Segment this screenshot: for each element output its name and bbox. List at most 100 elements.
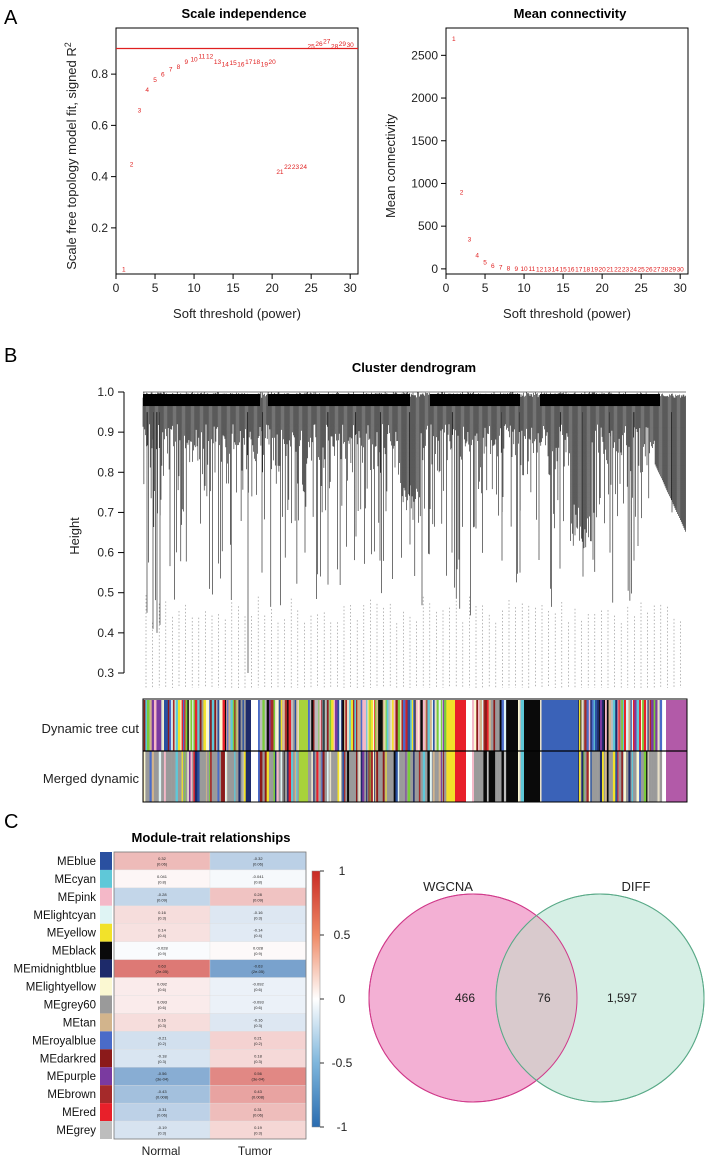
- module-color-segment: [372, 700, 375, 751]
- module-color-segment: [288, 751, 292, 802]
- module-color-segment: [497, 751, 500, 802]
- heatmap-col-tumor: Tumor: [238, 1144, 272, 1158]
- dendrogram-dense-block: [268, 394, 330, 407]
- module-color-segment: [185, 751, 188, 802]
- module-color-segment: [406, 751, 408, 802]
- cell-pvalue-tumor: (0.2): [254, 1041, 263, 1046]
- module-color-segment: [519, 751, 522, 802]
- module-color-segment: [399, 751, 401, 802]
- x-tick-label: 30: [344, 281, 358, 295]
- module-color-segment: [397, 700, 400, 751]
- power-point-label: 8: [177, 64, 181, 71]
- module-label: MElightcyan: [33, 910, 96, 922]
- module-color-segment: [599, 751, 601, 802]
- module-color-segment: [242, 700, 245, 751]
- module-color-segment: [413, 751, 415, 802]
- cell-value-normal: 0.16: [158, 1017, 167, 1022]
- module-color-segment: [333, 700, 336, 751]
- module-color-segment: [273, 751, 276, 802]
- module-color-segment: [541, 700, 579, 751]
- heatmap-color-legend: [311, 870, 321, 1128]
- module-color-segment: [308, 700, 311, 751]
- module-color-segment: [603, 751, 606, 802]
- module-color-segment: [319, 700, 322, 751]
- module-color-segment: [329, 751, 332, 802]
- module-color-segment: [298, 700, 309, 751]
- module-color-segment: [232, 751, 235, 802]
- x-tick-label: 25: [304, 281, 318, 295]
- module-color-segment: [578, 751, 581, 802]
- module-color-segment: [642, 751, 645, 802]
- module-color-segment: [227, 700, 229, 751]
- module-color-segment: [415, 700, 419, 751]
- module-color-segment: [292, 751, 296, 802]
- module-color-segment: [309, 700, 312, 751]
- module-color-segment: [438, 751, 442, 802]
- module-color-segment: [270, 700, 272, 751]
- x-tick-label: 15: [556, 281, 570, 295]
- module-label: MElightyellow: [26, 982, 97, 994]
- module-color-segment: [197, 751, 200, 802]
- module-color-segment: [199, 751, 202, 802]
- cell-value-tumor: 0.28: [254, 892, 263, 897]
- module-color-segment: [283, 700, 285, 751]
- power-point-label: 29: [339, 41, 347, 48]
- legend-tick-label: -1: [337, 1120, 348, 1134]
- module-color-segment: [632, 751, 635, 802]
- power-point-label: 30: [677, 266, 685, 273]
- module-color-segment: [236, 700, 239, 751]
- module-color-segment: [234, 700, 236, 751]
- cell-pvalue-normal: (0.8): [158, 879, 167, 884]
- x-tick-label: 20: [595, 281, 609, 295]
- module-color-segment: [378, 700, 381, 751]
- power-point-label: 28: [661, 266, 669, 273]
- power-point-label: 12: [536, 266, 544, 273]
- y-tick-label: 0.2: [91, 221, 108, 235]
- module-color-segment: [271, 751, 274, 802]
- module-color-segment: [588, 700, 591, 751]
- module-color-segment: [324, 751, 327, 802]
- module-color-segment: [259, 751, 263, 802]
- module-color-segment: [490, 700, 494, 751]
- module-color-segment: [617, 700, 619, 751]
- module-color-segment: [376, 751, 379, 802]
- dendrogram-dense-block: [330, 394, 410, 407]
- module-color-segment: [355, 751, 358, 802]
- module-color-segment: [497, 700, 500, 751]
- x-tick-label: 10: [187, 281, 201, 295]
- cell-pvalue-tumor: (0.6): [254, 1005, 263, 1010]
- module-color-segment: [640, 700, 643, 751]
- module-color-segment: [493, 700, 496, 751]
- module-color-segment: [357, 751, 359, 802]
- module-color-segment: [578, 700, 580, 751]
- module-color-segment: [617, 751, 619, 802]
- module-color-segment: [238, 700, 241, 751]
- module-color-segment: [656, 700, 658, 751]
- module-color-segment: [270, 751, 272, 802]
- module-color-segment: [406, 700, 408, 751]
- x-tick-label: 0: [443, 281, 450, 295]
- module-color-segment: [221, 751, 223, 802]
- module-color-segment: [422, 700, 426, 751]
- module-color-segment: [146, 751, 150, 802]
- module-color-segment: [608, 700, 612, 751]
- module-color-segment: [175, 751, 179, 802]
- cell-pvalue-normal: (0.3): [158, 1131, 167, 1136]
- module-color-segment: [172, 700, 175, 751]
- module-color-segment: [296, 700, 298, 751]
- venn-circle-diff-outline: [495, 893, 705, 1103]
- module-color-segment: [622, 751, 625, 802]
- module-color-segment: [653, 700, 656, 751]
- module-color-segment: [446, 751, 456, 802]
- module-color-segment: [367, 751, 369, 802]
- module-color-segment: [337, 751, 340, 802]
- dynamic-tree-cut-colors: [143, 700, 688, 751]
- module-color-segment: [326, 700, 328, 751]
- power-point-label: 27: [653, 266, 661, 273]
- power-point-label: 19: [591, 266, 599, 273]
- power-point-label: 11: [198, 54, 205, 61]
- module-color-segment: [479, 751, 483, 802]
- module-color-segment: [354, 751, 357, 802]
- module-color-segment: [143, 751, 146, 802]
